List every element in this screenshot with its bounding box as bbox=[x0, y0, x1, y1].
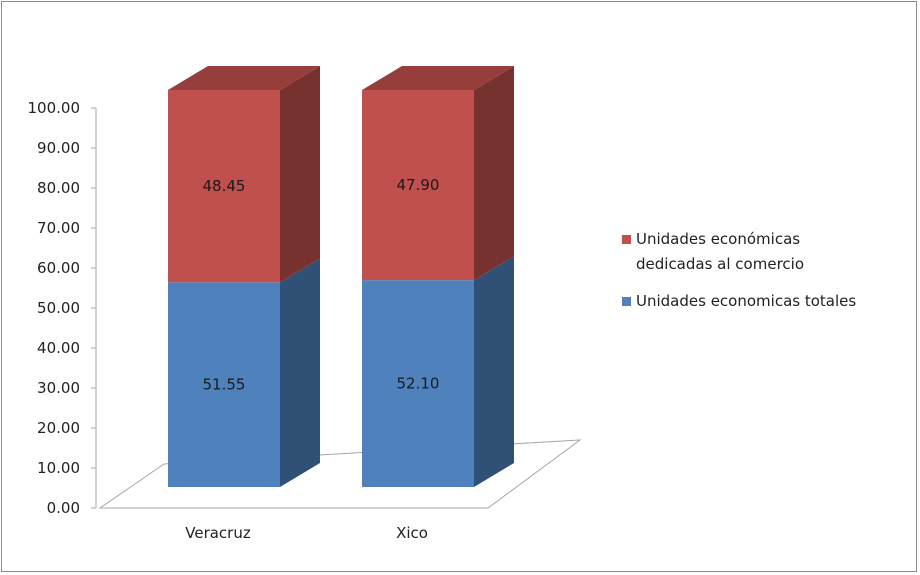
legend-label: Unidades economicas totales bbox=[636, 292, 856, 310]
bar-segment bbox=[168, 66, 320, 283]
data-label: 51.55 bbox=[203, 376, 246, 394]
y-tick-label: 30.00 bbox=[37, 379, 80, 397]
legend: Unidades económicas dedicadas al comercio… bbox=[622, 230, 856, 310]
bar-front bbox=[362, 90, 474, 281]
bar-front bbox=[168, 90, 280, 283]
y-tick-label: 60.00 bbox=[37, 259, 80, 277]
bar-segment bbox=[362, 256, 514, 487]
data-label: 47.90 bbox=[397, 176, 440, 194]
legend-swatch bbox=[622, 297, 631, 306]
y-tick-label: 50.00 bbox=[37, 299, 80, 317]
bar-side bbox=[474, 66, 514, 281]
category-label: Veracruz bbox=[185, 524, 251, 542]
bar-side bbox=[280, 258, 320, 487]
legend-label: dedicadas al comercio bbox=[636, 255, 804, 273]
y-tick-label: 20.00 bbox=[37, 419, 80, 437]
data-labels: 51.55 48.45 52.10 47.90 bbox=[203, 176, 440, 394]
bar-front bbox=[362, 280, 474, 487]
y-tick-label: 10.00 bbox=[37, 459, 80, 477]
category-label: Xico bbox=[396, 524, 428, 542]
y-tick-label: 90.00 bbox=[37, 139, 80, 157]
chart-floor bbox=[98, 439, 582, 509]
category-axis: Veracruz Xico bbox=[185, 524, 428, 542]
bar-side bbox=[280, 66, 320, 283]
legend-item: Unidades económicas dedicadas al comercio bbox=[622, 230, 804, 273]
bar-top bbox=[362, 66, 514, 90]
bar-segment bbox=[168, 258, 320, 487]
legend-item: Unidades economicas totales bbox=[622, 292, 856, 310]
bar-side bbox=[474, 256, 514, 487]
y-tick-label: 100.00 bbox=[28, 99, 81, 117]
bar-top bbox=[168, 66, 320, 90]
y-tick-label: 0.00 bbox=[47, 499, 80, 517]
data-label: 48.45 bbox=[203, 177, 246, 195]
bar-segment bbox=[362, 66, 514, 281]
y-tick-label: 40.00 bbox=[37, 339, 80, 357]
floor-outline bbox=[98, 439, 582, 509]
legend-swatch bbox=[622, 235, 631, 244]
value-axis: 0.00 10.00 20.00 30.00 40.00 50.00 60.00 70.00 8… bbox=[28, 99, 97, 517]
legend-label: Unidades económicas bbox=[636, 230, 800, 248]
y-tick-label: 80.00 bbox=[37, 179, 80, 197]
bars bbox=[168, 66, 514, 487]
data-label: 52.10 bbox=[397, 375, 440, 393]
y-tick-label: 70.00 bbox=[37, 219, 80, 237]
bar-front bbox=[168, 282, 280, 487]
